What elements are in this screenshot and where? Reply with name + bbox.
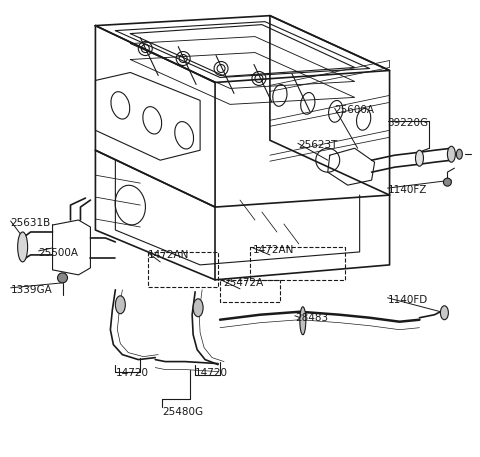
Text: 25600A: 25600A [335, 106, 375, 115]
Text: 1140FZ: 1140FZ [387, 185, 427, 195]
Text: 1140FD: 1140FD [387, 295, 428, 305]
Ellipse shape [115, 296, 125, 314]
Bar [250, 247, 345, 280]
Text: 25623T: 25623T [298, 140, 337, 150]
Bar [148, 252, 218, 287]
Ellipse shape [18, 232, 28, 262]
Bar [220, 280, 280, 302]
Text: 28483: 28483 [295, 313, 328, 323]
Text: 39220G: 39220G [387, 118, 429, 128]
Text: 14720: 14720 [115, 367, 148, 377]
Text: 1472AN: 1472AN [253, 245, 294, 255]
Text: 1339GA: 1339GA [11, 285, 52, 295]
Text: 25472A: 25472A [223, 278, 264, 288]
Ellipse shape [441, 306, 448, 320]
Text: 25631B: 25631B [11, 218, 51, 228]
Text: 1472AN: 1472AN [148, 250, 190, 260]
Ellipse shape [456, 149, 462, 159]
Ellipse shape [193, 299, 203, 317]
Ellipse shape [447, 146, 456, 162]
Text: 14720: 14720 [195, 367, 228, 377]
Text: 25480G: 25480G [162, 408, 204, 417]
Circle shape [58, 273, 68, 283]
Ellipse shape [416, 150, 423, 166]
Text: 25500A: 25500A [38, 248, 79, 258]
Ellipse shape [300, 307, 306, 335]
Circle shape [444, 178, 451, 186]
